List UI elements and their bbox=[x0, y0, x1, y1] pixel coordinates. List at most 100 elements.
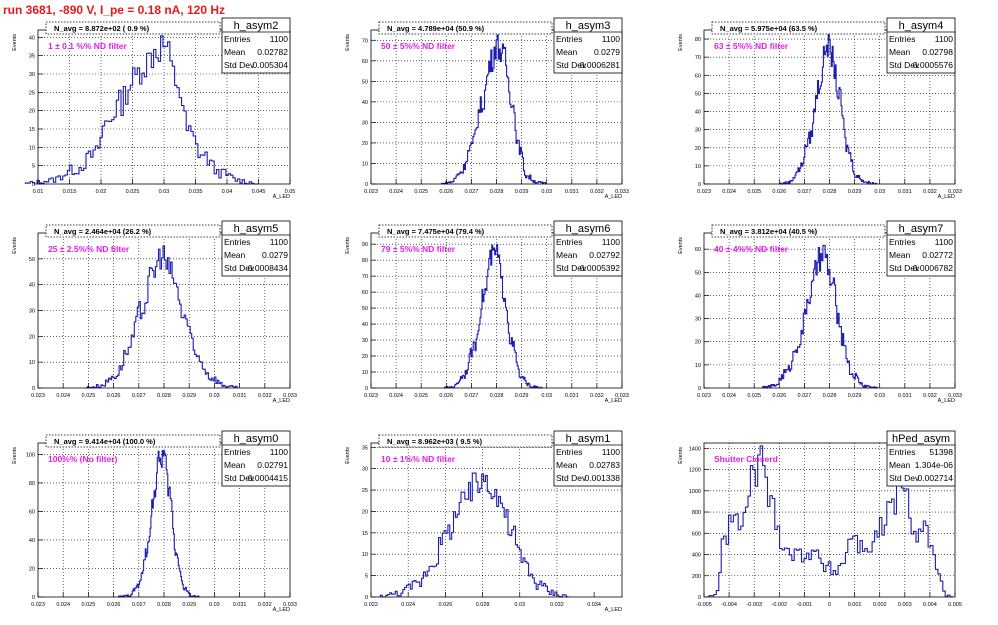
x-tick-label: 0.035 bbox=[189, 189, 203, 195]
stats-label: Entries bbox=[224, 447, 250, 457]
x-tick-label: 0.032 bbox=[590, 393, 604, 399]
x-tick-label: 0.024 bbox=[389, 393, 403, 399]
y-tick-label: 15 bbox=[29, 127, 35, 133]
x-tick-label: 0.031 bbox=[233, 393, 247, 399]
navg-box bbox=[45, 434, 221, 448]
y-tick-label: 50 bbox=[29, 257, 35, 263]
filter-annotation: 40 ± 4%% ND filter bbox=[714, 244, 789, 254]
stats-value: 0.0008434 bbox=[248, 263, 288, 273]
y-tick-label: 80 bbox=[695, 37, 701, 43]
y-axis-label: Events bbox=[345, 447, 351, 464]
y-tick-label: 1200 bbox=[689, 468, 701, 474]
x-axis-label: A_LED bbox=[273, 398, 290, 404]
histogram-title: h_asym4 bbox=[899, 20, 944, 32]
x-tick-label: 0.029 bbox=[182, 393, 196, 399]
stats-value: 51398 bbox=[929, 447, 953, 457]
histogram-line bbox=[708, 445, 954, 598]
stats-label: Entries bbox=[889, 34, 915, 44]
navg-label: N_avg = 7.475e+04 (79.4 %) bbox=[387, 227, 485, 236]
histogram-line bbox=[443, 244, 543, 389]
y-tick-label: 20 bbox=[695, 146, 701, 152]
y-tick-label: 30 bbox=[695, 128, 701, 134]
y-tick-label: 5 bbox=[32, 164, 35, 170]
filter-annotation: 63 ± 5%% ND filter bbox=[714, 41, 789, 51]
y-tick-label: 20 bbox=[29, 566, 35, 572]
x-tick-label: 0.026 bbox=[772, 393, 786, 399]
histogram-title: h_asym2 bbox=[234, 20, 279, 32]
stats-value: 1100 bbox=[602, 34, 621, 44]
y-tick-label: 100 bbox=[26, 452, 35, 458]
filter-annotation: Shutter Closerd bbox=[714, 454, 778, 464]
stats-label: Mean bbox=[556, 250, 578, 260]
x-tick-label: 0.005 bbox=[948, 602, 962, 608]
x-tick-label: 0.033 bbox=[615, 189, 629, 195]
x-tick-label: 0.028 bbox=[823, 189, 837, 195]
histogram-line bbox=[779, 33, 878, 185]
x-tick-label: -0.002 bbox=[771, 602, 787, 608]
x-tick-label: 0.028 bbox=[490, 393, 504, 399]
stats-value: 1100 bbox=[935, 237, 954, 247]
x-tick-label: 0.027 bbox=[132, 602, 146, 608]
stats-label: Std Dev bbox=[224, 263, 255, 273]
x-tick-label: 0.033 bbox=[283, 393, 297, 399]
x-tick-label: 0.03 bbox=[209, 393, 220, 399]
stats-label: Entries bbox=[224, 34, 250, 44]
navg-box bbox=[711, 21, 886, 35]
x-tick-label: 0.024 bbox=[722, 189, 736, 195]
histogram-panel-5: 0.023 0.024 0.025 0.026 0.027 0.028 0.029 0.03 0… bbox=[678, 220, 962, 404]
y-tick-label: 30 bbox=[362, 338, 368, 344]
stats-label: Std Dev bbox=[889, 473, 920, 483]
y-tick-label: 60 bbox=[695, 247, 701, 253]
y-tick-label: 30 bbox=[362, 120, 368, 126]
histogram-panel-0: 0.01 0.015 0.02 0.025 0.03 0.035 0.04 0.045 0.05… bbox=[12, 17, 295, 200]
stats-label: Mean bbox=[889, 250, 911, 260]
stats-value: 0.02798 bbox=[922, 47, 953, 57]
filter-annotation: 1 ± 0.1 %% ND filter bbox=[48, 41, 128, 51]
histogram-title: h_asym0 bbox=[234, 433, 279, 445]
y-tick-label: 25 bbox=[29, 90, 35, 96]
y-tick-label: 40 bbox=[695, 293, 701, 299]
x-tick-label: 0.028 bbox=[823, 393, 837, 399]
x-tick-label: 0.025 bbox=[414, 189, 428, 195]
x-axis-label: A_LED bbox=[605, 194, 622, 200]
y-axis-label: Events bbox=[345, 237, 351, 254]
x-tick-label: 0.029 bbox=[848, 393, 862, 399]
x-tick-label: 0.03 bbox=[209, 602, 220, 608]
y-tick-label: 0 bbox=[698, 595, 701, 601]
filter-annotation: 50 ± 5%% ND filter bbox=[381, 41, 456, 51]
y-tick-label: 50 bbox=[362, 79, 368, 85]
y-tick-label: 0 bbox=[32, 386, 35, 392]
histogram-panel-4: 0.023 0.024 0.025 0.026 0.027 0.028 0.029 0.03 0… bbox=[345, 220, 629, 404]
x-tick-label: 0.001 bbox=[848, 602, 862, 608]
x-tick-label: 0.033 bbox=[615, 393, 629, 399]
y-tick-label: 10 bbox=[695, 363, 701, 369]
y-axis-label: Events bbox=[678, 447, 684, 464]
y-tick-label: 25 bbox=[362, 488, 368, 494]
stats-label: Std Dev bbox=[889, 263, 920, 273]
stats-value: 1100 bbox=[270, 447, 289, 457]
stats-label: Std Dev bbox=[556, 60, 587, 70]
x-tick-label: 0.026 bbox=[439, 189, 453, 195]
stats-box bbox=[221, 220, 291, 277]
stats-box bbox=[221, 17, 291, 74]
stats-value: 0.0006782 bbox=[913, 263, 953, 273]
y-tick-label: 90 bbox=[362, 242, 368, 248]
histogram-line bbox=[379, 472, 569, 598]
stats-label: Mean bbox=[889, 460, 911, 470]
stats-value: 0.02772 bbox=[922, 250, 953, 260]
y-tick-label: 60 bbox=[362, 290, 368, 296]
y-tick-label: 200 bbox=[692, 574, 701, 580]
stats-label: Entries bbox=[224, 237, 250, 247]
histogram-panel-8: -0.005 -0.004 -0.003 -0.002 -0.001 0 0.001 0.00… bbox=[678, 430, 962, 608]
y-axis-label: Events bbox=[678, 237, 684, 254]
stats-value: 0.0006281 bbox=[580, 60, 620, 70]
y-tick-label: 40 bbox=[362, 322, 368, 328]
stats-label: Std Dev bbox=[556, 473, 587, 483]
y-axis-label: Events bbox=[345, 34, 351, 51]
x-tick-label: 0.027 bbox=[465, 189, 479, 195]
y-tick-label: 40 bbox=[29, 538, 35, 544]
x-tick-label: 0.031 bbox=[565, 189, 579, 195]
y-tick-label: 35 bbox=[362, 445, 368, 451]
x-tick-label: 0.022 bbox=[364, 602, 378, 608]
